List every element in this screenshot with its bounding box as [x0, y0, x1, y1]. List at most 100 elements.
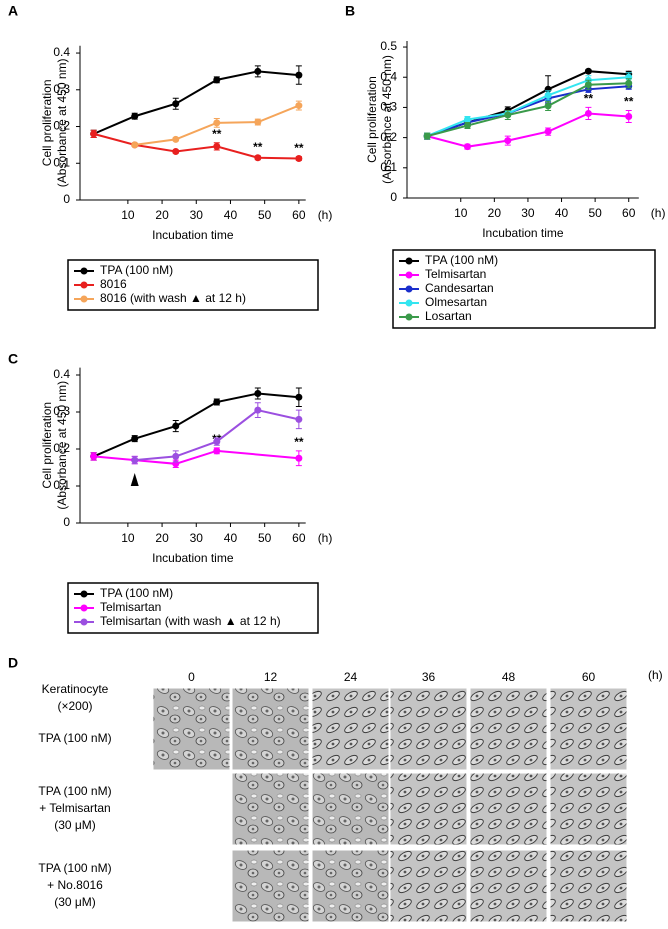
- data-point: [172, 452, 180, 460]
- data-point: [213, 438, 221, 446]
- x-tick-label: 30: [190, 208, 204, 222]
- x-tick-label: 40: [555, 206, 569, 220]
- legend-box: [67, 259, 319, 311]
- legend-marker: [80, 267, 88, 275]
- legend-marker: [405, 299, 413, 307]
- legend-label: Candesartan: [425, 281, 494, 295]
- micrograph: [549, 849, 628, 923]
- x-tick-label: 30: [521, 206, 535, 220]
- legend-label: Telmisartan (with wash ▲ at 12 h): [100, 614, 281, 628]
- legend-label: Telmisartan: [100, 600, 161, 614]
- micrograph: [549, 772, 628, 846]
- significance-label: **: [624, 95, 634, 109]
- legend-marker: [80, 281, 88, 289]
- micrograph: [231, 772, 310, 846]
- time-label: 24: [344, 670, 358, 684]
- y-tick-label: 0.3: [53, 82, 70, 96]
- data-point: [131, 141, 139, 149]
- series-line: [93, 449, 299, 465]
- x-tick-label: 50: [258, 531, 272, 545]
- y-tick-label: 0.2: [380, 130, 397, 144]
- micrograph: [469, 849, 548, 923]
- y-tick-label: 0.4: [53, 45, 70, 59]
- legend-marker: [405, 271, 413, 279]
- data-point: [625, 79, 633, 87]
- data-point: [544, 91, 552, 99]
- arrow-marker: [130, 473, 139, 486]
- data-point: [213, 142, 221, 150]
- data-point: [295, 454, 303, 462]
- series-line: [93, 132, 299, 160]
- micrograph: [231, 849, 310, 923]
- legend-label: 8016: [100, 277, 127, 291]
- micrograph: [389, 772, 468, 846]
- data-point: [504, 137, 512, 145]
- legend-label: 8016 (with wash ▲ at 12 h): [100, 291, 246, 305]
- legend-marker: [405, 285, 413, 293]
- x-tick-label: 10: [454, 206, 468, 220]
- row-label: (30 μM): [54, 818, 96, 832]
- legend-marker: [80, 295, 88, 303]
- corner-label: (×200): [57, 699, 92, 713]
- y-tick-label: 0: [390, 190, 397, 204]
- y-axis-label: (Absorbance at 450 nm): [55, 58, 69, 187]
- data-point: [423, 132, 431, 140]
- data-point: [584, 81, 592, 89]
- significance-label: **: [584, 92, 594, 106]
- data-point: [544, 128, 552, 136]
- micrograph: [389, 849, 468, 923]
- row-label: TPA (100 nM): [38, 784, 111, 798]
- micrograph: [311, 849, 390, 923]
- data-point: [295, 71, 303, 79]
- legend-box: [392, 249, 656, 329]
- y-axis-label: (Absorbance at 450 nm): [380, 55, 394, 184]
- y-tick-label: 0.1: [380, 160, 397, 174]
- data-point: [295, 415, 303, 423]
- row-label: TPA (100 nM): [38, 861, 111, 875]
- time-label: 12: [264, 670, 278, 684]
- y-tick-label: 0.2: [53, 119, 70, 133]
- y-tick-label: 0.3: [380, 100, 397, 114]
- micrograph: [469, 772, 548, 846]
- legend-marker: [80, 590, 88, 598]
- series-line: [426, 76, 629, 138]
- data-point: [254, 406, 262, 414]
- x-tick-label: 50: [588, 206, 602, 220]
- data-point: [213, 76, 221, 84]
- x-unit: (h): [318, 531, 333, 545]
- data-point: [254, 67, 262, 75]
- legend-label: TPA (100 nM): [425, 253, 498, 267]
- legend-label: TPA (100 nM): [100, 586, 173, 600]
- data-point: [625, 112, 633, 120]
- significance-label: **: [253, 140, 263, 154]
- x-unit: (h): [318, 208, 333, 222]
- data-point: [504, 111, 512, 119]
- time-label: 36: [422, 670, 436, 684]
- legend-marker: [80, 618, 88, 626]
- legend-marker: [80, 604, 88, 612]
- data-point: [254, 154, 262, 162]
- y-tick-label: 0.3: [53, 404, 70, 418]
- row-label: + Telmisartan: [39, 801, 110, 815]
- x-axis-label: Incubation time: [482, 226, 564, 240]
- series-line: [426, 82, 629, 138]
- panel-label: A: [8, 3, 18, 19]
- micrograph: [231, 687, 310, 771]
- x-tick-label: 60: [292, 531, 306, 545]
- micrograph: [389, 687, 468, 771]
- y-axis-label: Cell proliferation: [40, 402, 54, 489]
- series-line: [93, 70, 299, 135]
- data-point: [254, 390, 262, 397]
- significance-label: **: [294, 435, 304, 449]
- legend-label: Losartan: [425, 309, 472, 323]
- data-point: [213, 119, 221, 127]
- x-tick-label: 20: [488, 206, 502, 220]
- significance-label: **: [212, 127, 222, 141]
- data-point: [463, 116, 471, 123]
- panel-label: B: [345, 3, 355, 19]
- significance-label: **: [294, 141, 304, 155]
- x-tick-label: 50: [258, 208, 272, 222]
- legend-label: TPA (100 nM): [100, 263, 173, 277]
- data-point: [172, 148, 180, 156]
